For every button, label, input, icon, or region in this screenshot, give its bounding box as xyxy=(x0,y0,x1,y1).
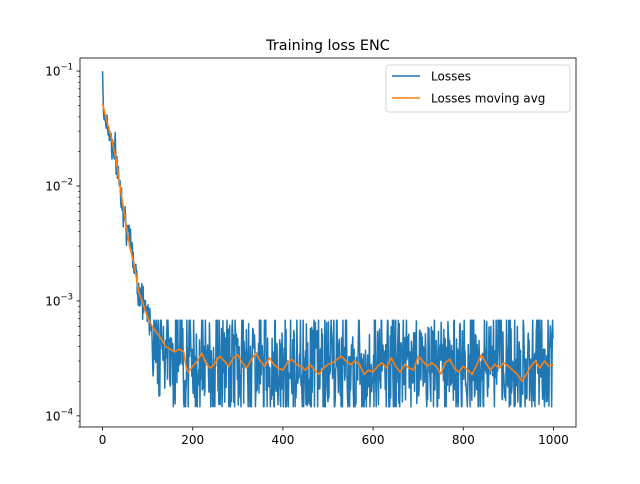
legend: Losses Losses moving avg xyxy=(385,64,571,113)
legend-label-losses: Losses xyxy=(431,70,471,84)
x-tick-label: 600 xyxy=(362,433,385,447)
y-tick-label: 10−3 xyxy=(45,292,73,308)
plot-frame xyxy=(79,57,577,428)
chart-title: Training loss ENC xyxy=(265,38,390,54)
y-tick-label: 10−4 xyxy=(45,407,73,423)
series-line-losses xyxy=(101,71,554,408)
legend-box xyxy=(385,64,571,113)
x-tick-label: 200 xyxy=(181,433,204,447)
x-tick-label: 0 xyxy=(99,433,107,447)
legend-label-moving-avg: Losses moving avg xyxy=(431,92,545,106)
series-layer xyxy=(101,71,554,408)
y-axis: 10−4 10−3 10−2 10−1 xyxy=(45,63,80,428)
x-axis: 0 200 400 600 800 1000 xyxy=(99,427,569,447)
x-tick-label: 1000 xyxy=(538,433,569,447)
series-line-moving-avg xyxy=(101,103,554,383)
y-tick-label: 10−1 xyxy=(45,63,73,79)
x-tick-label: 400 xyxy=(271,433,294,447)
y-tick-label: 10−2 xyxy=(45,178,73,194)
x-tick-label: 800 xyxy=(452,433,475,447)
